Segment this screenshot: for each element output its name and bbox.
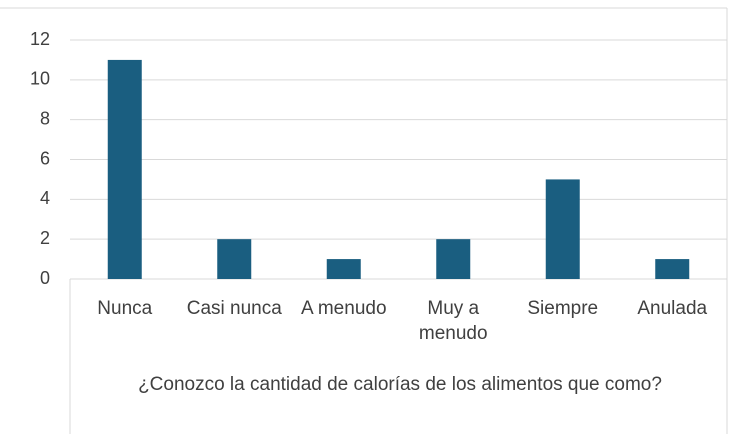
x-tick-label: Muy a menudo [418,298,488,344]
x-tick-label: Casi nunca [186,298,282,319]
x-tick-label: Anulada [637,298,708,319]
bar [326,259,361,279]
x-axis-title: ¿Conozco la cantidad de calorías de los … [138,374,662,395]
y-tick-label: 8 [40,108,50,128]
bar [217,239,252,279]
bar [545,179,580,279]
y-tick-label: 12 [30,29,50,49]
y-tick-label: 0 [40,268,50,288]
y-tick-label: 6 [40,148,50,168]
y-tick-label: 4 [40,188,50,208]
y-tick-label: 2 [40,228,50,248]
y-tick-label: 10 [30,69,50,89]
x-tick-label: Nunca [97,298,153,319]
x-tick-label: A menudo [300,298,387,319]
x-tick-label: Siempre [527,298,599,319]
bar [655,259,690,279]
bar [436,239,471,279]
bar [107,59,142,279]
